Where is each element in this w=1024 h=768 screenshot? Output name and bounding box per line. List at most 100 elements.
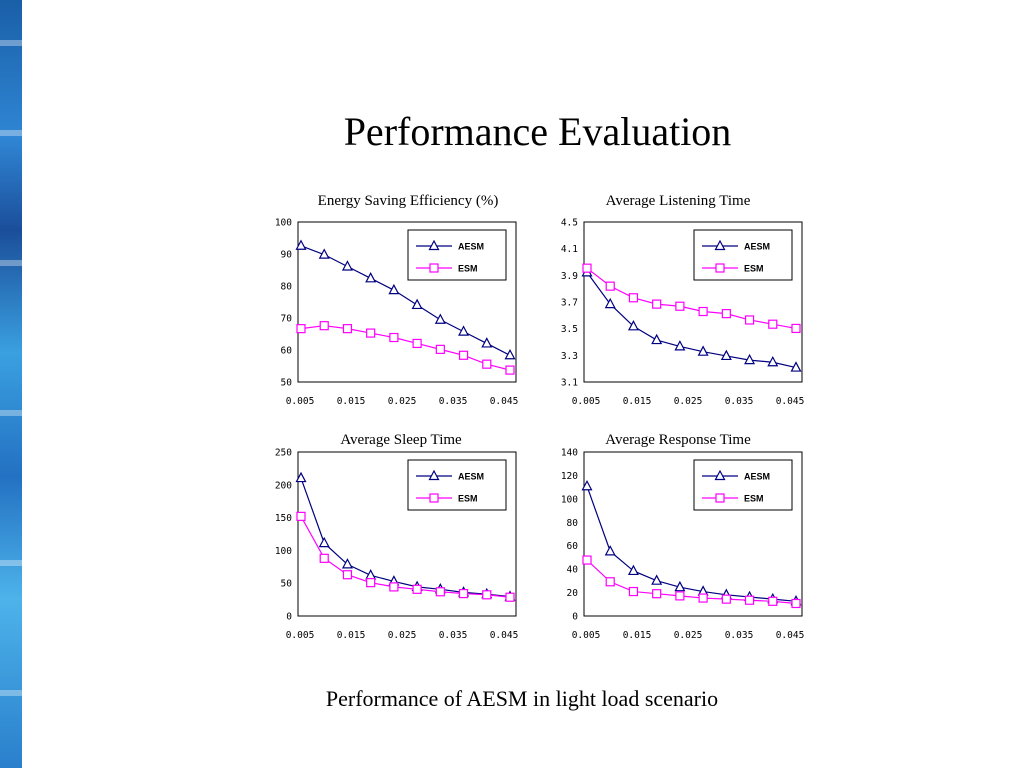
y-tick-label: 4.5 [561,218,578,229]
y-tick-label: 3.3 [561,351,578,362]
point-esm [342,324,353,334]
point-esm [768,596,778,606]
point-esm [582,263,592,273]
point-esm [582,555,592,565]
point-aesm [481,337,493,348]
x-tick-label: 0.035 [439,630,468,641]
y-tick-label: 3.1 [561,378,578,389]
point-esm [675,301,685,311]
x-tick-label: 0.005 [572,396,601,407]
legend-label: AESM [744,472,770,482]
point-aesm [295,239,307,250]
point-esm [296,511,306,521]
point-esm [505,592,515,602]
point-esm [744,595,755,605]
point-aesm [434,313,446,324]
charts-svg: Energy Saving Efficiency (%) 100 90 80 70 60 5… [275,193,805,641]
series-line-aesm [300,245,511,356]
series-line-aesm [300,477,511,598]
point-esm [366,578,376,588]
y-tick-label: 250 [275,448,292,459]
chart-panel: Energy Saving Efficiency (%) 100 90 80 70 60 5… [275,193,518,407]
strip-band [0,690,22,696]
legend-label: AESM [458,472,484,482]
x-tick-label: 0.005 [572,630,601,641]
point-esm [721,594,731,604]
y-tick-label: 70 [281,314,293,325]
x-tick-label: 0.025 [674,396,703,407]
y-tick-label: 80 [567,518,579,529]
point-esm [721,309,731,319]
point-esm [628,293,639,303]
point-aesm [604,545,616,556]
legend-marker-triangle [428,469,440,481]
legend-marker-triangle [714,239,726,251]
point-esm [791,598,801,609]
point-esm [791,323,801,334]
x-tick-label: 0.035 [439,396,468,407]
point-aesm [318,536,330,548]
legend-label: ESM [458,264,478,274]
point-aesm [627,564,639,576]
point-aesm [744,353,756,365]
point-esm [628,586,639,597]
point-esm [482,359,492,369]
y-tick-label: 3.9 [561,271,578,282]
point-aesm [504,348,516,360]
point-aesm [295,471,307,483]
chart-grid: Energy Saving Efficiency (%) 100 90 80 70 60 5… [250,188,810,658]
legend-box [693,229,793,281]
x-tick-label: 0.025 [388,630,417,641]
plot-frame [297,451,517,617]
series-line-esm [300,325,511,371]
plot-frame [583,451,803,617]
point-esm [319,321,329,331]
series-line-aesm [586,272,797,369]
series-line-esm [586,267,797,330]
legend-label: ESM [744,264,764,274]
series-line-aesm [586,486,797,602]
legend-marker-square [429,263,439,273]
y-tick-label: 4.1 [561,244,578,255]
legend-marker-square [429,493,439,503]
point-esm [698,593,708,603]
y-tick-label: 0 [572,612,578,623]
strip-band [0,410,22,416]
x-tick-label: 0.045 [776,396,805,407]
y-tick-label: 3.5 [561,324,578,335]
point-aesm [697,345,709,356]
x-tick-label: 0.045 [776,630,805,641]
y-tick-label: 60 [281,346,293,357]
point-esm [458,588,469,599]
legend-marker-square [715,263,725,273]
x-tick-label: 0.035 [725,396,754,407]
point-esm [505,365,515,375]
point-aesm [674,580,686,592]
point-aesm [604,297,616,309]
y-tick-label: 150 [275,513,292,524]
x-tick-label: 0.015 [337,396,366,407]
point-aesm [627,320,639,331]
y-tick-label: 50 [281,378,293,389]
x-tick-label: 0.025 [674,630,703,641]
point-esm [412,338,422,349]
point-esm [744,315,755,325]
point-aesm [458,325,470,336]
point-esm [389,332,399,343]
legend-label: AESM [744,242,770,252]
point-esm [768,319,778,329]
strip-band [0,40,22,46]
series-line-esm [586,559,797,605]
point-aesm [674,340,686,351]
x-tick-label: 0.025 [388,396,417,407]
y-tick-label: 90 [281,250,293,261]
x-tick-label: 0.005 [286,396,315,407]
y-tick-label: 0 [286,612,292,623]
point-esm [458,350,469,360]
point-esm [482,590,492,600]
point-aesm [341,260,353,271]
point-aesm [720,349,732,361]
point-esm [698,306,708,317]
y-tick-label: 120 [561,471,578,482]
point-esm [435,587,445,597]
